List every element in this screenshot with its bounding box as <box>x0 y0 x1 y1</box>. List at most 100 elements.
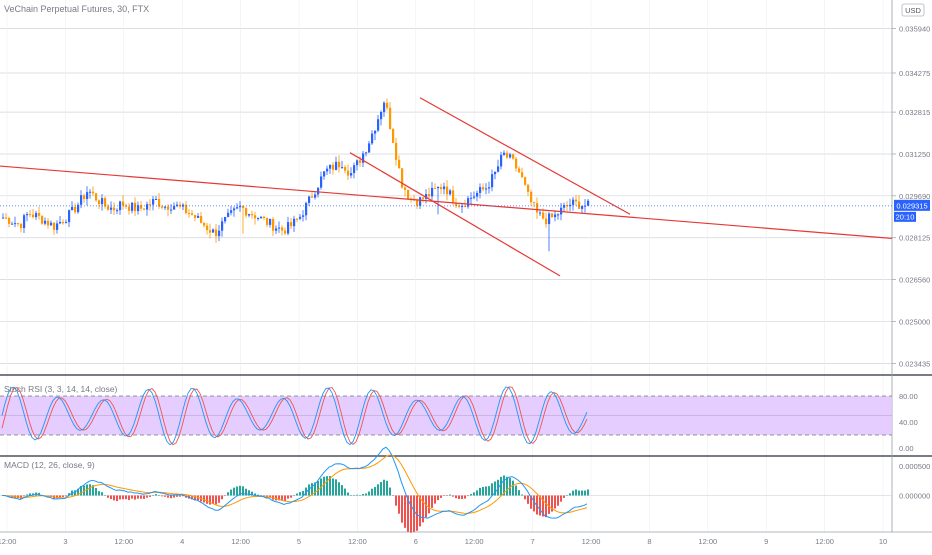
macd-histogram-bar <box>278 495 280 501</box>
candle-body <box>71 206 74 211</box>
macd-histogram-bar <box>203 495 205 503</box>
candle-body <box>176 204 179 207</box>
candle-body <box>17 223 20 225</box>
time-tick-label: 12:00 <box>465 537 484 546</box>
price-tick-label: 0.025000 <box>899 317 930 326</box>
macd-line <box>1 446 588 519</box>
macd-histogram-bar <box>161 495 163 497</box>
macd-histogram-bar <box>482 486 484 496</box>
macd-histogram-bar <box>401 495 403 523</box>
macd-histogram-bar <box>356 494 358 496</box>
candle-body <box>386 102 389 108</box>
stoch-rsi-lines <box>1 386 588 446</box>
macd-histogram-bar <box>386 480 388 496</box>
candle-body <box>461 206 464 208</box>
candle-body <box>407 189 410 199</box>
macd-histogram-bar <box>227 492 229 496</box>
candle-body <box>92 191 95 194</box>
candle-body <box>263 216 266 219</box>
candle-body <box>131 202 134 211</box>
candle-body <box>419 197 422 206</box>
candle-body <box>89 191 92 193</box>
macd-histogram-bar <box>32 493 34 496</box>
candle-body <box>404 187 407 190</box>
macd-histogram-bar <box>473 492 475 496</box>
candle-body <box>20 223 23 229</box>
candle-body <box>467 198 470 207</box>
candle-body <box>374 130 377 134</box>
candle-body <box>338 161 341 168</box>
candle-body <box>275 228 278 231</box>
macd-histogram-bar <box>509 477 511 496</box>
candle-body <box>95 193 98 201</box>
candle-body <box>287 222 290 234</box>
candle-body <box>56 223 59 230</box>
candle-body <box>134 202 137 212</box>
candle-body <box>422 197 425 199</box>
candle-body <box>356 160 359 166</box>
macd-histogram-bar <box>389 487 391 496</box>
macd-histogram-bar <box>398 495 400 514</box>
macd-histogram-bar <box>296 493 298 496</box>
candle-body <box>149 204 152 206</box>
macd-histogram-bar <box>143 495 145 499</box>
candle-body <box>32 214 35 218</box>
candle-body <box>452 190 455 204</box>
candle-body <box>551 213 554 218</box>
macd-histogram-bar <box>140 495 142 499</box>
macd-histogram-bar <box>116 495 118 502</box>
macd-histogram-bar <box>152 495 154 496</box>
candle-body <box>185 204 188 214</box>
stoch-tick-label: 40.00 <box>899 418 918 427</box>
time-tick-label: 3 <box>63 537 67 546</box>
price-tick-label: 0.034275 <box>899 69 930 78</box>
macd-histogram-bar <box>512 480 514 496</box>
currency-button[interactable]: USD <box>901 3 925 17</box>
macd-histogram-bar <box>425 495 427 518</box>
candle-body <box>575 199 578 202</box>
candle-body <box>191 213 194 215</box>
candle-body <box>518 168 521 173</box>
macd-histogram-bar <box>524 495 526 500</box>
macd-histogram-bar <box>365 493 367 496</box>
macd-histogram-bar <box>182 495 184 497</box>
candle-body <box>557 214 560 216</box>
candle-body <box>548 213 551 225</box>
candle-body <box>164 206 167 208</box>
candle-body <box>65 222 68 224</box>
macd-histogram-bar <box>92 485 94 496</box>
candle-body <box>47 220 50 226</box>
macd-signal-line <box>1 454 588 514</box>
macd-histogram-bar <box>245 488 247 496</box>
macd-histogram-bar <box>488 486 490 496</box>
stoch-tick-label: 0.00 <box>899 444 914 453</box>
candle-body <box>107 206 110 210</box>
candle-body <box>314 194 317 198</box>
candle-body <box>35 213 38 218</box>
candle-body <box>389 107 392 129</box>
last-price-badge: 0.029315 20:10 <box>894 199 930 222</box>
macd-histogram-bar <box>344 488 346 496</box>
macd-histogram-bar <box>332 478 334 496</box>
macd-histogram-bar <box>560 495 562 502</box>
candle-body <box>398 159 401 169</box>
candle-body <box>359 160 362 163</box>
macd-histogram-bar <box>206 495 208 504</box>
macd-histogram-bar <box>542 495 544 517</box>
macd-histogram-bar <box>260 495 262 496</box>
macd-histogram-bar <box>236 486 238 496</box>
trendline <box>419 97 631 215</box>
candle-body <box>206 225 209 231</box>
candle-body <box>362 153 365 163</box>
candle-body <box>365 152 368 154</box>
candle-body <box>227 212 230 217</box>
countdown-label: 20:10 <box>896 212 915 221</box>
macd-histogram-bar <box>125 495 127 500</box>
candle-body <box>479 187 482 193</box>
macd-histogram-bar <box>77 488 79 496</box>
candle-body <box>392 128 395 143</box>
macd-histogram-bar <box>254 493 256 496</box>
macd-histogram-bar <box>515 485 517 496</box>
macd-histogram-bar <box>59 495 61 498</box>
